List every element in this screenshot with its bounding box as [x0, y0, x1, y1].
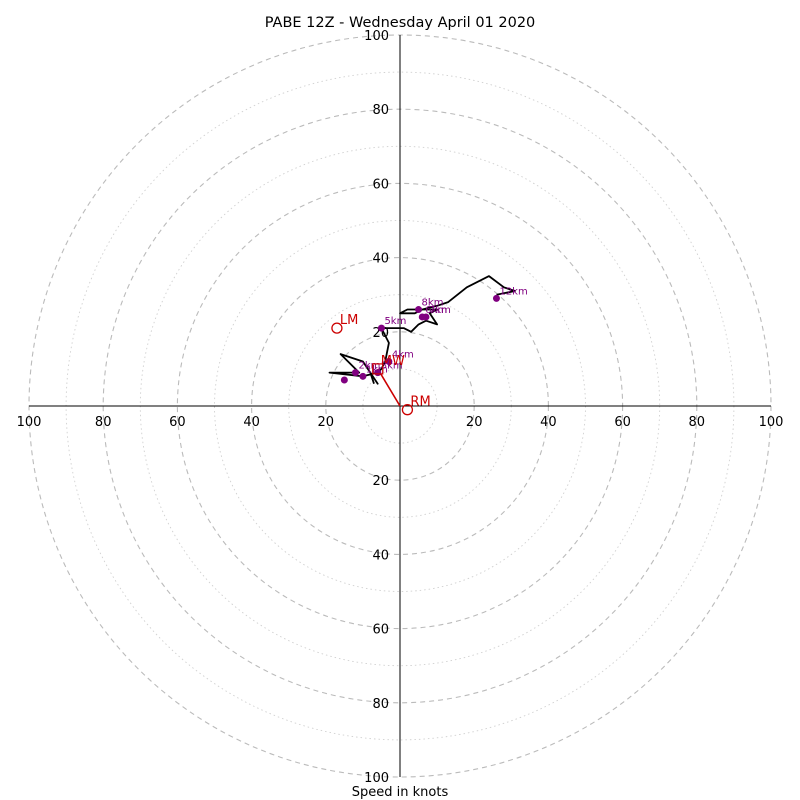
- x-tick-label: 40: [243, 415, 260, 430]
- height-label: 12km: [499, 286, 527, 297]
- height-marker: [377, 324, 385, 332]
- y-tick-label: 40: [372, 252, 389, 267]
- height-marker: [422, 313, 430, 321]
- lm-label: LM: [340, 313, 358, 328]
- height-marker: [415, 306, 423, 314]
- height-label: 7km: [429, 305, 451, 316]
- height-label: 6km: [425, 305, 447, 316]
- height-label: 2km: [358, 361, 380, 372]
- shear-vector: [377, 368, 401, 407]
- tick-labels: 100 80 60 40 20 20 40 60 80 100 100 80 60 40 20 20 40 60 8…: [17, 29, 784, 786]
- height-label: 4km: [392, 349, 414, 360]
- y-tick-label: 20: [372, 474, 389, 489]
- y-tick-label: 20: [372, 326, 389, 341]
- x-axis-label: Speed in knots: [352, 785, 449, 800]
- x-tick-label: 60: [169, 415, 186, 430]
- height-label: 8km: [422, 298, 444, 309]
- x-tick-label: 60: [614, 415, 631, 430]
- mw-label: MW: [381, 354, 405, 369]
- wind-trace: [328, 275, 516, 385]
- y-tick-label: 60: [372, 177, 389, 192]
- lm-marker: [331, 322, 343, 334]
- height-marker: [492, 294, 500, 302]
- x-tick-label: 20: [318, 415, 335, 430]
- storm-motion-lines: [377, 368, 401, 407]
- height-marker: [359, 372, 367, 380]
- storm-motion-markers: RM LM MW: [331, 313, 431, 416]
- x-tick-label: 40: [540, 415, 557, 430]
- rm-marker: [401, 404, 414, 416]
- height-marker: [340, 376, 348, 384]
- rm-label: RM: [410, 395, 430, 410]
- y-tick-label: 100: [364, 29, 389, 44]
- height-markers: 1km2km3km4km5km6km7km8km12km: [340, 286, 528, 384]
- x-tick-label: 100: [17, 415, 42, 430]
- x-tick-label: 80: [689, 415, 706, 430]
- height-label: 3km: [381, 361, 403, 372]
- chart-title: PABE 12Z - Wednesday April 01 2020: [265, 15, 536, 31]
- x-tick-label: 100: [759, 415, 784, 430]
- height-marker: [385, 357, 393, 365]
- y-tick-label: 60: [372, 623, 389, 638]
- y-tick-label: 80: [372, 697, 389, 712]
- y-tick-label: 40: [372, 548, 389, 563]
- x-tick-label: 80: [95, 415, 112, 430]
- y-tick-label: 80: [372, 103, 389, 118]
- mw-marker: [372, 363, 384, 375]
- x-tick-label: 20: [466, 415, 483, 430]
- height-marker: [351, 369, 359, 377]
- y-tick-label: 100: [364, 771, 389, 786]
- height-label: 5km: [384, 316, 406, 327]
- wind-trace-layer: [328, 275, 516, 385]
